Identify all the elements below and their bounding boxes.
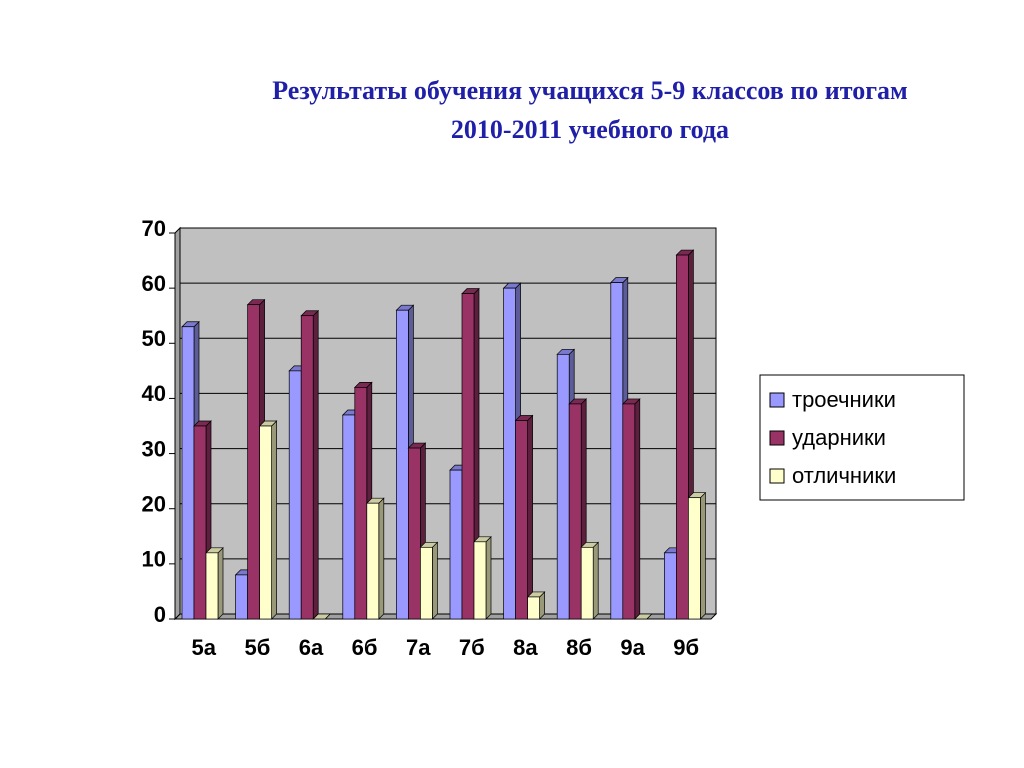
bar-side — [432, 541, 438, 620]
y-tick-label: 30 — [142, 436, 166, 461]
bar — [610, 282, 624, 620]
bar — [247, 304, 260, 620]
bar-group — [473, 535, 492, 620]
bar-top — [312, 613, 332, 620]
chart-title: 2010-2011 учебного года — [451, 115, 729, 144]
bar-side — [312, 309, 319, 620]
bar-group — [300, 309, 320, 620]
legend-label: троечники — [792, 387, 896, 412]
bar-group — [258, 420, 278, 620]
bar-top — [633, 613, 653, 620]
bar-group — [312, 613, 332, 620]
y-tick-label: 0 — [154, 602, 166, 627]
x-tick-label: 6а — [299, 635, 324, 660]
bar — [354, 387, 368, 620]
bar — [568, 403, 582, 620]
bar-group — [365, 497, 385, 620]
bar — [342, 414, 356, 620]
legend-swatch — [769, 468, 785, 484]
bar — [259, 425, 272, 620]
x-tick-label: 6б — [352, 635, 378, 660]
bar-side — [527, 414, 533, 620]
bar — [408, 447, 421, 620]
y-tick-label: 60 — [142, 271, 166, 296]
bar — [300, 315, 314, 620]
bar-group — [514, 414, 534, 620]
bar — [366, 502, 380, 620]
legend-label: отличники — [792, 463, 896, 488]
bar — [503, 287, 516, 620]
x-tick-label: 8а — [513, 635, 538, 660]
legend-swatch — [769, 392, 785, 408]
x-tick-label: 7б — [459, 635, 485, 660]
bar — [622, 403, 636, 620]
bar-side — [634, 398, 641, 620]
bar-side — [485, 535, 492, 620]
legend-swatch — [769, 430, 785, 446]
legend-label: ударники — [792, 425, 886, 450]
x-tick-label: 7а — [406, 635, 431, 660]
bar — [396, 309, 409, 620]
y-tick-label: 50 — [142, 326, 166, 351]
bar — [473, 541, 487, 620]
legend-box — [759, 374, 965, 501]
bar — [235, 574, 248, 620]
bar — [580, 546, 594, 620]
bar-group — [461, 287, 480, 620]
bar — [676, 254, 689, 620]
x-tick-label: 9а — [620, 635, 645, 660]
bar — [527, 596, 540, 620]
x-tick-label: 8б — [566, 635, 592, 660]
bar — [205, 552, 219, 620]
bar-side — [271, 420, 277, 620]
bar-side — [592, 541, 599, 620]
bar-side — [700, 491, 706, 620]
bar-group — [687, 491, 707, 620]
bar — [181, 326, 195, 620]
x-tick-label: 5б — [244, 635, 270, 660]
bar — [515, 420, 528, 620]
bar-group — [419, 541, 439, 620]
y-tick-label: 40 — [142, 381, 166, 406]
bar-side — [378, 497, 385, 620]
y-tick-label: 70 — [142, 216, 166, 241]
bar — [556, 353, 570, 620]
bar-group — [526, 591, 546, 620]
bar — [461, 293, 475, 620]
bar-group — [407, 442, 427, 620]
bar-group — [580, 541, 600, 620]
bar-group — [621, 398, 641, 620]
bar — [193, 425, 207, 620]
bar — [288, 370, 302, 620]
chart-title: Результаты обучения учащихся 5-9 классов… — [272, 76, 907, 105]
bar — [688, 497, 701, 620]
y-tick-label: 20 — [142, 492, 166, 517]
bar-side — [217, 546, 224, 620]
x-tick-label: 9б — [673, 635, 699, 660]
bar — [664, 552, 677, 620]
bar-group — [633, 613, 653, 620]
bar-group — [205, 546, 224, 620]
bar — [449, 469, 463, 620]
plot-side — [174, 226, 181, 621]
bar — [420, 546, 433, 620]
x-tick-label: 5а — [192, 635, 217, 660]
y-tick-label: 10 — [142, 547, 166, 572]
